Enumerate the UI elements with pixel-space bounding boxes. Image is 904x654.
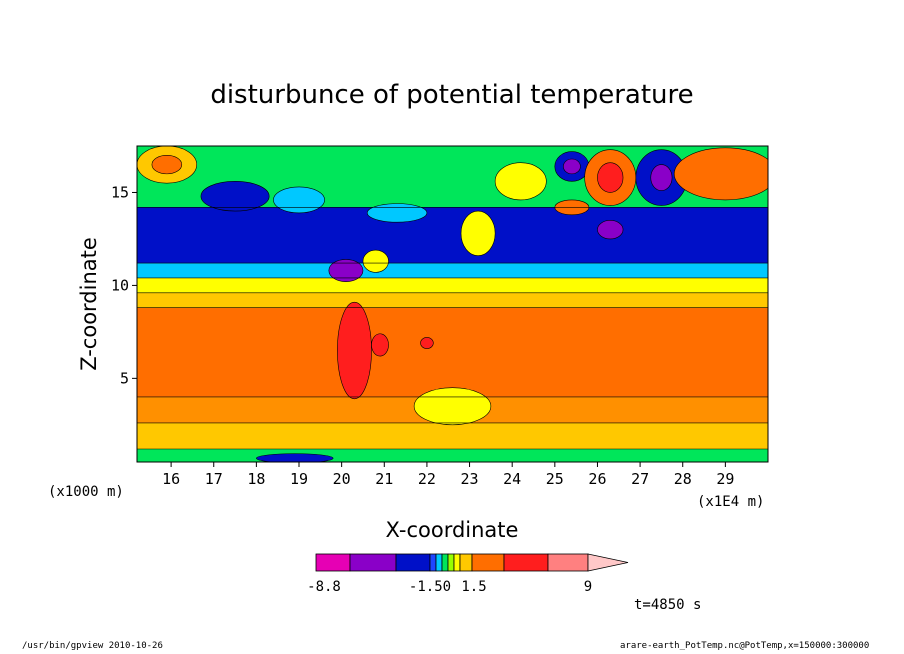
x-tick-label: 16 xyxy=(162,470,180,488)
band-cyan xyxy=(137,263,768,278)
feature-cyan-17 xyxy=(366,203,428,223)
colorbar-label: -1.50 xyxy=(409,579,451,595)
y-tick-label: 5 xyxy=(120,369,129,387)
plot-area xyxy=(137,146,768,462)
feature-warm-0 xyxy=(337,301,372,400)
feature-cold-15 xyxy=(200,181,270,212)
band-transition xyxy=(137,292,768,308)
contour-bands xyxy=(137,146,768,462)
feature-cyan-16 xyxy=(273,186,325,214)
feature-warm-2 xyxy=(420,337,434,349)
x-tick-label: 28 xyxy=(674,470,692,488)
feature-yellow-18 xyxy=(362,249,389,273)
x-tick-label: 29 xyxy=(716,470,734,488)
x-tick-label: 23 xyxy=(461,470,479,488)
x-tick-label: 19 xyxy=(290,470,308,488)
feature-warm-10 xyxy=(673,147,768,201)
y-tick-label: 15 xyxy=(111,183,129,201)
x-tick-label: 22 xyxy=(418,470,436,488)
colorbar-label: 9 xyxy=(584,579,592,595)
feature-warm-7 xyxy=(597,162,624,193)
colorbar-arrow xyxy=(587,553,629,572)
colorbar-segment xyxy=(435,553,443,572)
colorbar-segment xyxy=(441,553,449,572)
x-unit-left: (x1000 m) xyxy=(48,484,124,500)
footer-right: arare-earth_PotTemp.nc@PotTemp,x=150000:… xyxy=(620,641,870,651)
feature-cold-5 xyxy=(563,158,581,175)
band-bottom xyxy=(137,448,768,462)
x-tick-label: 18 xyxy=(247,470,265,488)
feature-cold-9 xyxy=(650,164,673,191)
x-unit-right: (x1E4 m) xyxy=(697,494,764,510)
band-main-warm xyxy=(137,307,768,397)
band-yellow xyxy=(137,277,768,293)
feature-yellow-20 xyxy=(494,162,547,201)
chart-title: disturbunce of potential temperature xyxy=(210,80,693,110)
x-tick-label: 17 xyxy=(205,470,223,488)
colorbar-segment xyxy=(503,553,549,572)
x-axis-label: X-coordinate xyxy=(386,518,519,542)
feature-yellow-22 xyxy=(413,387,492,426)
feature-warm-1 xyxy=(371,333,389,357)
x-tick-label: 26 xyxy=(588,470,606,488)
x-tick-label: 20 xyxy=(333,470,351,488)
feature-yellow-19 xyxy=(460,210,496,256)
colorbar-segment xyxy=(315,553,351,572)
feature-cold-11 xyxy=(597,220,624,240)
colorbar-label: 1.5 xyxy=(461,579,486,595)
footer-left: /usr/bin/gpview 2010-10-26 xyxy=(22,641,163,651)
colorbar-segment xyxy=(471,553,505,572)
x-axis: 16 17 18 19 20 21 22 23 24 25 26 27 28 29 xyxy=(162,462,734,488)
y-axis-label: Z-coordinate xyxy=(77,237,101,371)
x-tick-label: 24 xyxy=(503,470,521,488)
x-tick-label: 27 xyxy=(631,470,649,488)
colorbar-segment xyxy=(395,553,431,572)
band-near-surface xyxy=(137,422,768,449)
time-label: t=4850 s xyxy=(634,597,701,613)
x-tick-label: 25 xyxy=(546,470,564,488)
contour-lines xyxy=(137,146,768,450)
plot-frame xyxy=(136,145,769,463)
colorbar-segment xyxy=(447,553,455,572)
colorbar-label: -8.8 xyxy=(307,579,341,595)
y-axis: 5 10 15 xyxy=(111,183,137,387)
feature-cold-3 xyxy=(328,259,364,282)
y-tick-label: 10 xyxy=(111,276,129,294)
colorbar-segment xyxy=(547,553,589,572)
x-tick-label: 21 xyxy=(375,470,393,488)
colorbar-segment xyxy=(459,553,473,572)
colorbar-segment xyxy=(349,553,397,572)
feature-cold-23 xyxy=(256,453,334,462)
colorbar-segment xyxy=(429,553,437,572)
band-blue xyxy=(137,207,768,264)
feature-warm-14 xyxy=(151,154,183,175)
colorbar: -8.8 -1.50 1.5 9 xyxy=(307,553,629,595)
colorbar-segment xyxy=(453,553,461,572)
